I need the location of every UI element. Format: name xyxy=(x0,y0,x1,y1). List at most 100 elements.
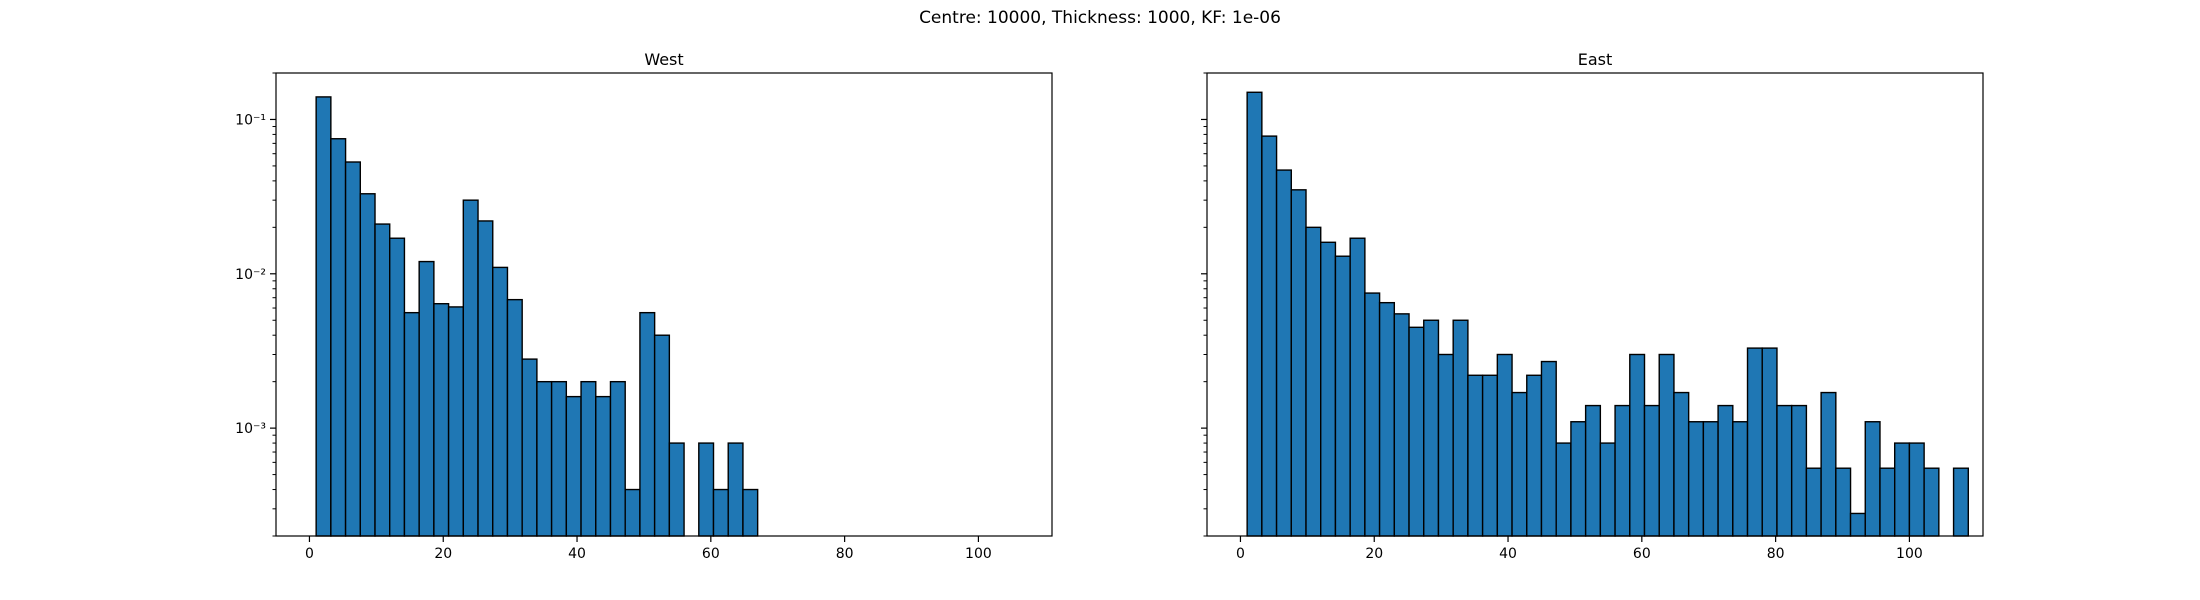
x-tick-label: 40 xyxy=(568,546,586,562)
histogram-bar xyxy=(1290,189,1307,537)
histogram-bar xyxy=(1570,421,1587,537)
histogram-bar xyxy=(1820,391,1837,537)
histogram-bar xyxy=(1717,404,1734,537)
histogram-bar xyxy=(1673,391,1690,537)
histogram-bar xyxy=(1761,347,1778,537)
axes-frame xyxy=(1206,72,1984,537)
histogram-bar xyxy=(1864,421,1881,537)
x-tick-label: 0 xyxy=(1236,546,1245,562)
histogram-bar xyxy=(1746,347,1763,537)
histogram-bar xyxy=(1467,374,1484,537)
x-tick-label: 100 xyxy=(1896,546,1923,562)
histogram-bar xyxy=(653,334,671,537)
axes-frame xyxy=(275,72,1053,537)
histogram-bar xyxy=(1643,404,1660,537)
histogram-bar xyxy=(1776,404,1793,537)
x-tick-label: 100 xyxy=(965,546,992,562)
histogram-bar xyxy=(1805,467,1822,537)
histogram-bar xyxy=(1349,237,1366,537)
histogram-bar xyxy=(418,260,435,537)
histogram-bar xyxy=(1305,226,1322,537)
histogram-bar xyxy=(403,311,420,537)
panel-west: 0 20 40 60 80 100 10⁻³ 10⁻² 10⁻¹ West xyxy=(235,50,1053,562)
axes-title: East xyxy=(1578,50,1613,69)
histogram-bar xyxy=(1584,404,1602,537)
histogram-bar xyxy=(1629,353,1646,537)
histogram-bar xyxy=(1893,442,1911,537)
histogram-bar xyxy=(477,220,494,537)
x-tick-label: 20 xyxy=(1365,546,1383,562)
histogram-bar xyxy=(315,96,332,537)
histogram-bar xyxy=(433,303,450,537)
histogram-bar xyxy=(698,442,715,537)
x-tick-label: 60 xyxy=(702,546,720,562)
histogram-bar xyxy=(639,311,656,537)
histogram-bar xyxy=(1320,241,1337,537)
histogram-bar xyxy=(462,199,479,537)
histogram-bar xyxy=(580,380,597,537)
histogram-bar xyxy=(1511,391,1528,537)
histogram-bar xyxy=(359,193,376,537)
histogram-bar xyxy=(1614,404,1631,537)
histogram-bar xyxy=(1732,421,1749,537)
histogram-bar xyxy=(1540,360,1557,537)
figure-title: Centre: 10000, Thickness: 1000, KF: 1e-0… xyxy=(919,8,1281,28)
histogram-bar xyxy=(1452,319,1469,537)
histogram-bar xyxy=(1408,326,1425,537)
y-tick-label: 10⁻³ xyxy=(235,421,266,437)
histogram-bar xyxy=(1599,442,1616,537)
histogram-bar xyxy=(1261,135,1278,537)
histogram-bar xyxy=(506,298,523,537)
histogram-bar xyxy=(565,395,582,537)
histogram-bar xyxy=(1246,91,1263,537)
histogram-bar xyxy=(330,138,347,537)
histogram-bar xyxy=(1923,467,1940,537)
histogram-bar xyxy=(1275,169,1292,537)
histogram-bar xyxy=(492,266,509,537)
histogram-bar xyxy=(536,380,553,537)
histogram-bar xyxy=(447,306,465,537)
histogram-bar xyxy=(1849,512,1866,537)
histogram-bar xyxy=(1658,353,1675,537)
histogram-bar xyxy=(1790,404,1808,537)
x-tick-label: 40 xyxy=(1499,546,1517,562)
histogram-bar xyxy=(1879,467,1896,537)
panel-east: 0 20 40 60 80 100 East xyxy=(1201,50,1984,562)
y-tick-label: 10⁻¹ xyxy=(235,112,266,128)
histogram-bar xyxy=(1702,421,1719,537)
histogram-bar xyxy=(595,395,612,537)
histogram-bar xyxy=(609,380,626,537)
histogram-bar xyxy=(1835,467,1852,537)
histogram-bar xyxy=(1496,353,1513,537)
x-tick-label: 80 xyxy=(836,546,854,562)
histogram-bar xyxy=(1481,374,1499,537)
histogram-bar xyxy=(668,442,685,537)
histogram-bar xyxy=(1393,313,1410,537)
histogram-bar xyxy=(521,358,538,537)
histogram-bar xyxy=(727,442,744,537)
histogram-bar xyxy=(344,161,361,537)
histogram-bar xyxy=(1555,442,1572,537)
y-tick-label: 10⁻² xyxy=(235,267,266,283)
histogram-bar xyxy=(1952,467,1969,537)
histogram-bar xyxy=(374,223,391,537)
histogram-bar xyxy=(624,488,641,537)
x-tick-label: 0 xyxy=(305,546,314,562)
histogram-bar xyxy=(1687,421,1705,537)
histogram-bar xyxy=(550,380,568,537)
histogram-bar xyxy=(1437,353,1454,537)
histogram-bar xyxy=(1423,319,1440,537)
x-tick-label: 60 xyxy=(1633,546,1651,562)
histogram-bar xyxy=(1908,442,1925,537)
histogram-bar xyxy=(1334,255,1351,537)
histogram-bar xyxy=(1526,374,1543,537)
x-tick-label: 80 xyxy=(1767,546,1785,562)
histogram-bar xyxy=(742,488,759,537)
histogram-bar xyxy=(1364,292,1381,537)
axes-title: West xyxy=(644,50,683,69)
histogram-bar xyxy=(712,488,729,537)
histogram-bar xyxy=(1378,301,1396,537)
x-tick-label: 20 xyxy=(434,546,452,562)
histogram-bar xyxy=(389,237,406,537)
